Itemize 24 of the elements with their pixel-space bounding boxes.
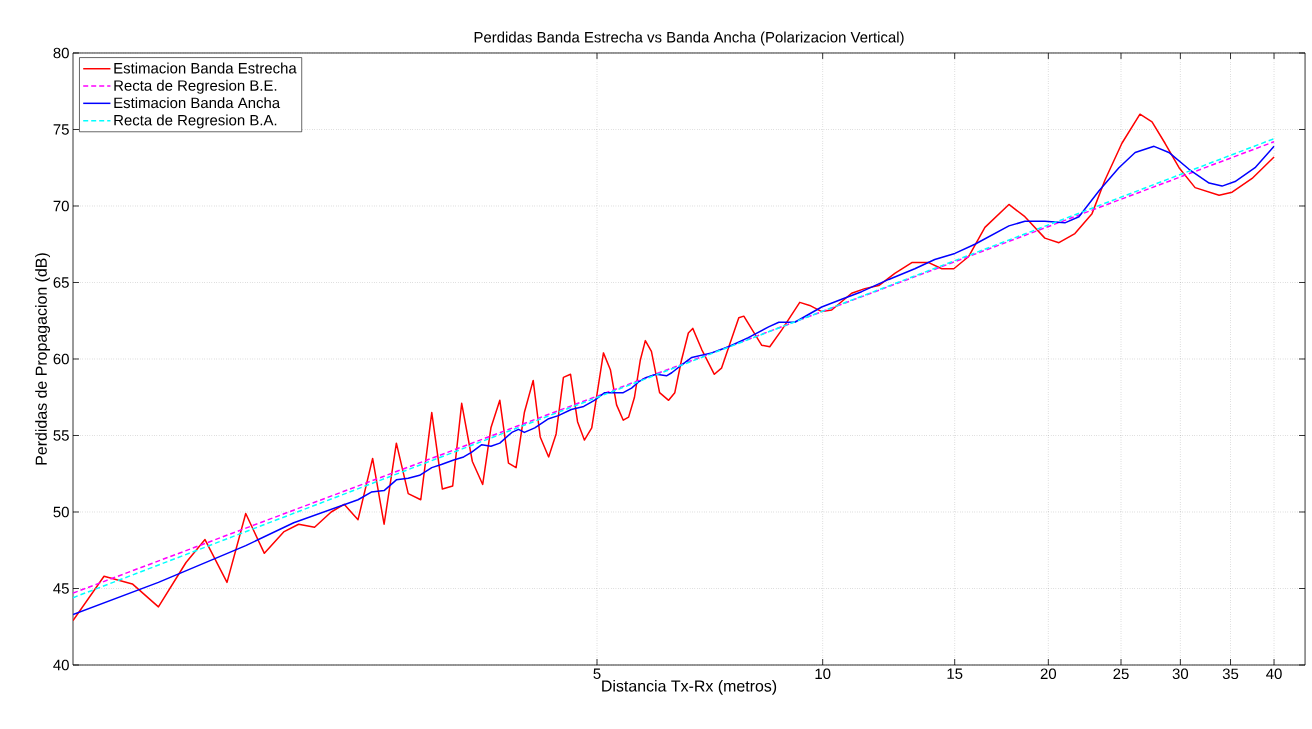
y-tick-label: 50 bbox=[53, 506, 69, 518]
legend-label: Estimacion Banda Estrecha bbox=[114, 62, 297, 74]
x-tick-label: 5 bbox=[593, 668, 601, 679]
y-tick-label: 80 bbox=[53, 47, 69, 59]
y-axis-title: Perdidas de Propagacion (dB) bbox=[35, 253, 51, 465]
x-axis-title: Distancia Tx-Rx (metros) bbox=[602, 679, 777, 695]
x-tick-label: 10 bbox=[815, 668, 831, 680]
legend-label: Recta de Regresion B.A. bbox=[114, 114, 277, 129]
x-tick-label: 40 bbox=[1266, 668, 1282, 680]
y-tick-label: 55 bbox=[53, 430, 69, 441]
chart-title: Perdidas Banda Estrecha vs Banda Ancha (Polarizacion Vertical) bbox=[474, 31, 904, 46]
y-tick-label: 65 bbox=[53, 277, 69, 288]
y-tick-label: 75 bbox=[53, 124, 69, 135]
y-tick-label: 60 bbox=[53, 353, 69, 365]
x-tick-label: 30 bbox=[1172, 668, 1189, 680]
legend-label: Recta de Regresion B.E. bbox=[114, 79, 277, 94]
y-tick-label: 45 bbox=[53, 583, 69, 594]
x-tick-label: 35 bbox=[1222, 668, 1239, 680]
x-tick-label: 15 bbox=[947, 668, 963, 679]
y-tick-label: 40 bbox=[53, 659, 69, 671]
x-tick-label: 20 bbox=[1040, 668, 1057, 680]
legend-label: Estimacion Banda Ancha bbox=[114, 97, 281, 109]
y-tick-label: 70 bbox=[53, 200, 69, 212]
x-tick-label: 25 bbox=[1113, 668, 1129, 680]
